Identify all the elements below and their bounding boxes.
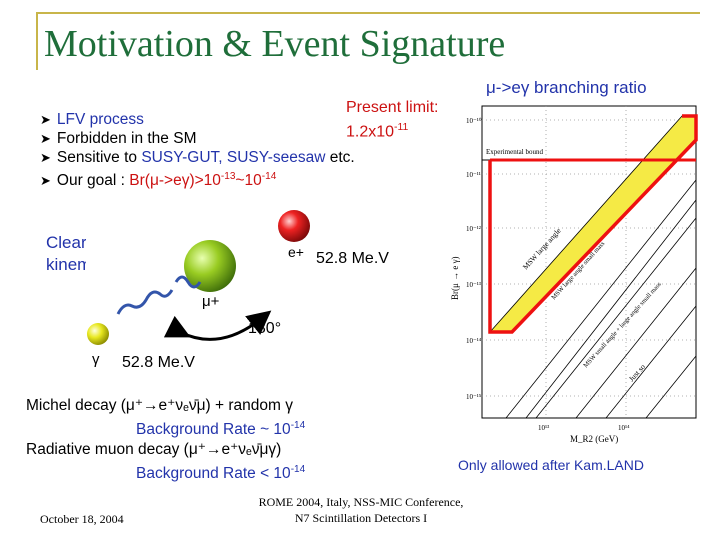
page-title: Motivation & Event Signature [44, 23, 506, 65]
x-tick: 10¹³ [538, 424, 549, 432]
y-tick: 10⁻¹⁵ [466, 393, 482, 401]
electron-energy: 52.8 Me.V [316, 250, 389, 267]
y-axis-label: Br(μ → e γ) [450, 256, 460, 300]
title-frame-left [36, 12, 38, 70]
arrow-bullet-icon: ➤ [40, 131, 51, 146]
muon-particle [184, 240, 236, 292]
arrow-bullet-icon: ➤ [40, 173, 51, 189]
footer-date: October 18, 2004 [40, 512, 124, 526]
bullet-list: ➤ LFV process ➤ Forbidden in the SM ➤ Sensi… [40, 110, 355, 190]
electron-label: e+ [288, 244, 304, 260]
branching-ratio-plot: 10⁻¹⁰ 10⁻¹¹ 10⁻¹² 10⁻¹³ 10⁻¹⁴ 10⁻¹⁵ 10¹³… [446, 100, 704, 450]
bullet-item: ➤ LFV process [40, 111, 144, 128]
kamland-note: Only allowed after Kam.LAND [458, 457, 644, 473]
background-list: Michel decay (μ⁺→e⁺νₑν̄μ) + random γ Bac… [26, 396, 305, 484]
diagonal-bands [505, 179, 697, 419]
x-tick: 10¹⁴ [618, 424, 630, 432]
radiative-decay: Radiative muon decay (μ⁺→e⁺νₑν̄μγ) [26, 441, 282, 459]
bullet-item: ➤ Our goal : Br(μ->eγ)>10-13~10-14 [40, 171, 277, 190]
title-frame-top [36, 12, 700, 14]
radiative-rate: Background Rate < 10-14 [136, 464, 306, 483]
opening-angle: 180° [248, 320, 282, 337]
present-limit: Present limit: 1.2x10-11 [346, 98, 438, 142]
plot-grid [482, 106, 696, 418]
electron-particle [278, 210, 310, 242]
kamland-allowed-outline [488, 114, 698, 334]
michel-rate: Background Rate ~ 10-14 [136, 420, 306, 439]
angle-arrow-icon [163, 310, 272, 341]
y-tick: 10⁻¹² [466, 225, 481, 233]
footer-conference: ROME 2004, Italy, NSS-MIC Conference, N7… [258, 495, 464, 525]
plot-frame [481, 105, 697, 419]
x-axis-label: M_R2 (GeV) [570, 434, 618, 444]
arrow-bullet-icon: ➤ [40, 112, 51, 127]
arrow-bullet-icon: ➤ [40, 150, 51, 165]
present-limit-value: 1.2x10-11 [346, 122, 409, 141]
bullet-item: ➤ Forbidden in the SM [40, 130, 197, 147]
gamma-label: γ [92, 351, 100, 368]
bullet-item: ➤ Sensitive to SUSY-GUT, SUSY-seesaw etc. [40, 149, 355, 166]
experimental-bound-label: Experimental bound [486, 148, 543, 156]
photon-wave-icon [116, 275, 202, 315]
y-tick: 10⁻¹³ [466, 281, 481, 289]
y-tick: 10⁻¹¹ [466, 171, 481, 179]
muon-label: μ+ [202, 293, 220, 310]
gamma-energy: 52.8 Me.V [122, 354, 195, 371]
present-limit-label: Present limit: [346, 99, 439, 116]
plot-title: μ->eγ branching ratio [486, 78, 647, 97]
decay-diagram: μ+ e+ γ [86, 210, 336, 368]
y-tick: 10⁻¹⁴ [466, 337, 482, 345]
gamma-particle [87, 323, 109, 345]
michel-decay: Michel decay (μ⁺→e⁺νₑν̄μ) + random γ [26, 397, 293, 414]
y-tick: 10⁻¹⁰ [466, 117, 482, 125]
